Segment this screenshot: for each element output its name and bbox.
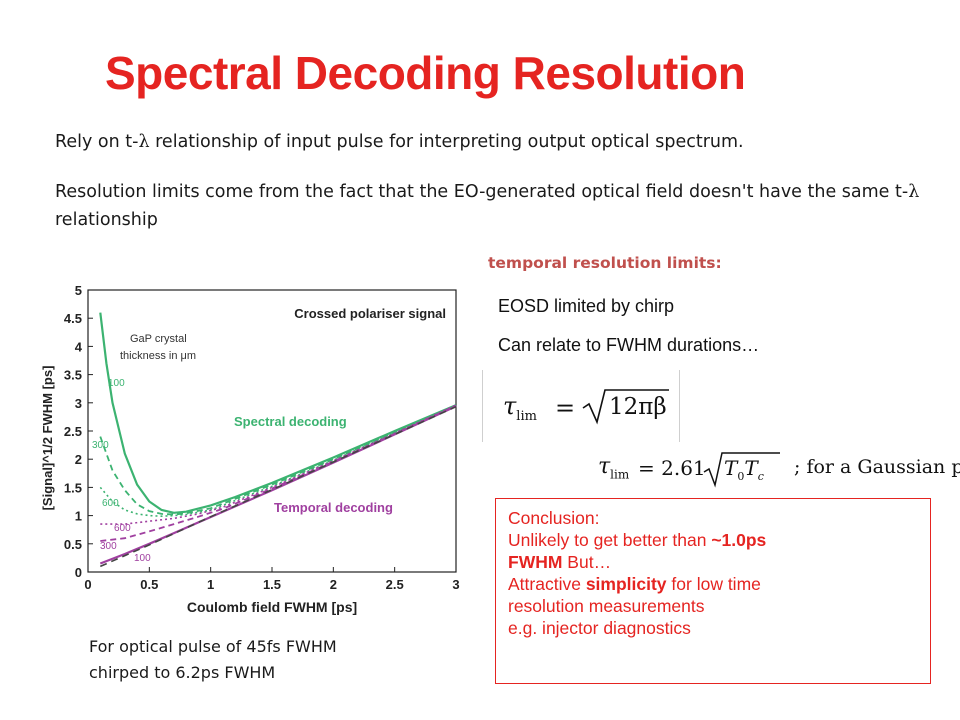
x-tick-label: 3 bbox=[452, 577, 459, 592]
sqrt-sign-2 bbox=[703, 452, 780, 488]
l2-bold: ~1.0ps bbox=[711, 530, 767, 550]
x-tick-label: 2.5 bbox=[386, 577, 404, 592]
y-tick-label: 4.5 bbox=[64, 311, 82, 326]
x-tick-label: 1.5 bbox=[263, 577, 281, 592]
series-label-t300: 300 bbox=[100, 541, 117, 552]
equals-coefficient: = 2.61 bbox=[638, 456, 706, 480]
intro-paragraph-2: Resolution limits come from the fact tha… bbox=[55, 178, 935, 234]
temporal-decoding-label: Temporal decoding bbox=[274, 500, 393, 515]
gap-crystal-label: GaP crystal bbox=[130, 333, 187, 345]
y-tick-label: 0 bbox=[75, 565, 82, 580]
series-line-3 bbox=[100, 404, 457, 525]
conclusion-line-5: resolution measurements bbox=[508, 596, 705, 616]
l3-bold: FWHM bbox=[508, 552, 563, 572]
y-axis-label: [Signal]^1/2 FWHM [ps] bbox=[40, 366, 55, 511]
x-tick-label: 0.5 bbox=[140, 577, 158, 592]
tc-subscript: c bbox=[757, 470, 764, 483]
x-tick-label: 2 bbox=[330, 577, 337, 592]
l4-bold: simplicity bbox=[585, 574, 667, 594]
y-tick-label: 1 bbox=[75, 509, 82, 524]
series-line-6 bbox=[99, 405, 457, 568]
x-tick-label: 1 bbox=[207, 577, 214, 592]
series-label-t100: 100 bbox=[134, 553, 151, 564]
resolution-plot: 0 0.5 1 1.5 2 2.5 3 0 0.5 1 1.5 2 2.5 3 3.5 4 4.5 5 Coulo… bbox=[40, 283, 460, 615]
thickness-label: thickness in μm bbox=[120, 350, 196, 362]
y-tick-label: 2.5 bbox=[64, 424, 82, 439]
para1-prefix: Rely on t- bbox=[55, 132, 139, 152]
l4-text-post: for low time bbox=[666, 574, 761, 594]
gaussian-note: ; for a Gaussian pulse bbox=[794, 456, 960, 478]
y-tick-label: 4 bbox=[75, 339, 83, 354]
t0-symbol: T bbox=[724, 456, 738, 480]
conclusion-line-6: e.g. injector diagnostics bbox=[508, 618, 691, 638]
plot-caption: For optical pulse of 45fs FWHM chirped t… bbox=[89, 634, 337, 686]
series-label-t600: 600 bbox=[114, 523, 131, 534]
temporal-resolution-heading: temporal resolution limits: bbox=[488, 254, 722, 272]
conclusion-line-2: Unlikely to get better than ~1.0ps bbox=[508, 529, 930, 551]
series-line-0 bbox=[99, 312, 457, 514]
y-tick-label: 0.5 bbox=[64, 537, 82, 552]
t0-subscript: 0 bbox=[737, 470, 745, 483]
y-tick-label: 2 bbox=[75, 452, 82, 467]
lambda-symbol: λ bbox=[908, 182, 920, 202]
plot-ticks: 0 0.5 1 1.5 2 2.5 3 0 0.5 1 1.5 2 2.5 3 3.5 4 4.5 5 bbox=[64, 283, 460, 592]
conclusion-heading: Conclusion: bbox=[508, 508, 600, 528]
l4-text: Attractive bbox=[508, 574, 586, 594]
l2-text: Unlikely to get better than bbox=[508, 530, 712, 550]
plot-series bbox=[99, 312, 457, 568]
lim-subscript: lim bbox=[516, 408, 537, 424]
crossed-polariser-label: Crossed polariser signal bbox=[294, 306, 446, 321]
spectral-decoding-label: Spectral decoding bbox=[234, 414, 347, 429]
caption-line-1: For optical pulse of 45fs FWHM bbox=[89, 637, 337, 656]
y-tick-label: 3 bbox=[75, 396, 82, 411]
sqrt-sign-1 bbox=[582, 389, 669, 425]
slide-title: Spectral Decoding Resolution bbox=[105, 47, 746, 99]
conclusion-line-3: FWHM But… bbox=[508, 551, 930, 573]
caption-line-2: chirped to 6.2ps FWHM bbox=[89, 663, 276, 682]
y-tick-label: 3.5 bbox=[64, 368, 82, 383]
series-label-s600: 600 bbox=[102, 498, 119, 509]
series-label-s100: 100 bbox=[108, 378, 125, 389]
intro-paragraph-1: Rely on t-λ relationship of input pulse … bbox=[55, 128, 935, 156]
l3-text: But… bbox=[562, 552, 612, 572]
sqrt-argument-1: 12πβ bbox=[609, 394, 667, 420]
equation-2: τlim = 2.61 T0Tc ; for a Gaussian pulse bbox=[570, 450, 960, 490]
conclusion-box: Conclusion: Unlikely to get better than … bbox=[495, 498, 931, 684]
y-tick-label: 5 bbox=[75, 283, 82, 298]
lim-subscript: lim bbox=[610, 467, 630, 482]
series-label-s300: 300 bbox=[92, 440, 109, 451]
lambda-symbol: λ bbox=[138, 132, 150, 152]
equals-sign: = bbox=[555, 394, 576, 422]
y-tick-label: 1.5 bbox=[64, 480, 82, 495]
eosd-chirp-line: EOSD limited by chirp bbox=[498, 296, 675, 316]
para2-suffix: relationship bbox=[55, 210, 158, 230]
x-tick-label: 0 bbox=[84, 577, 91, 592]
para1-suffix: relationship of input pulse for interpre… bbox=[149, 132, 744, 152]
equation-1: τlim = 12πβ bbox=[482, 370, 680, 442]
fwhm-durations-line: Can relate to FWHM durations… bbox=[498, 335, 760, 355]
tau-symbol: τ bbox=[503, 392, 517, 420]
tau-symbol: τ bbox=[598, 454, 611, 479]
conclusion-line-4: Attractive simplicity for low time bbox=[508, 573, 930, 595]
tc-symbol: T bbox=[744, 456, 758, 480]
para2-prefix: Resolution limits come from the fact tha… bbox=[55, 182, 909, 202]
x-axis-label: Coulomb field FWHM [ps] bbox=[187, 599, 357, 615]
